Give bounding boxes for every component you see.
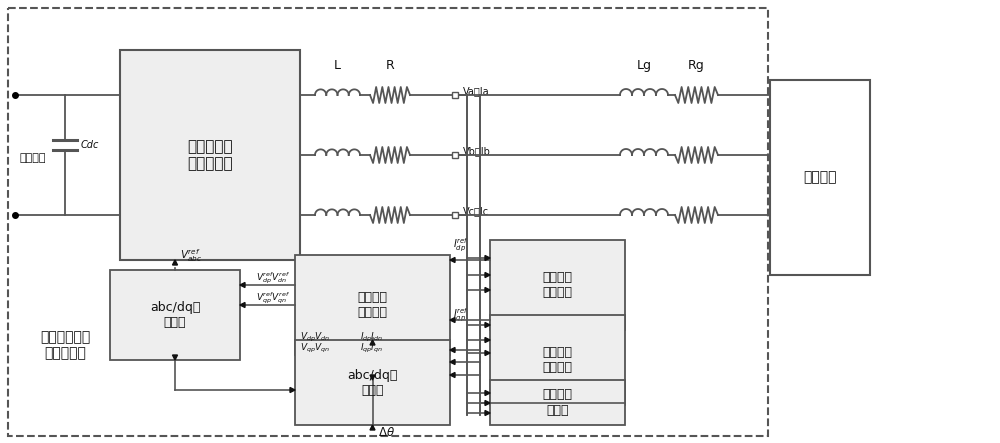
Polygon shape — [485, 288, 490, 292]
Text: 电流内环
控制模块: 电流内环 控制模块 — [358, 291, 388, 319]
Polygon shape — [485, 390, 490, 396]
Text: $I_{qp}I_{qn}$: $I_{qp}I_{qn}$ — [360, 342, 383, 354]
Text: 无功功率
控制模块: 无功功率 控制模块 — [542, 346, 572, 374]
Text: 柔性直流换流
器阻抗模型: 柔性直流换流 器阻抗模型 — [40, 330, 90, 360]
Text: 交流电网: 交流电网 — [803, 171, 837, 184]
Text: $V^{ref}_{abc}$: $V^{ref}_{abc}$ — [180, 248, 202, 264]
Text: $V^{ref}_{dp}V^{ref}_{dn}$: $V^{ref}_{dp}V^{ref}_{dn}$ — [256, 270, 290, 286]
Text: Va、Ia: Va、Ia — [463, 86, 490, 96]
Polygon shape — [173, 355, 178, 360]
Polygon shape — [450, 373, 455, 377]
FancyBboxPatch shape — [490, 240, 625, 330]
Text: $V_{qp}V_{qn}$: $V_{qp}V_{qn}$ — [300, 342, 330, 354]
Text: 直流电网: 直流电网 — [20, 153, 46, 163]
Polygon shape — [485, 411, 490, 416]
Text: abc/dq控
制模块: abc/dq控 制模块 — [347, 369, 398, 396]
Text: $V_{dp}V_{dn}$: $V_{dp}V_{dn}$ — [300, 330, 330, 344]
Polygon shape — [485, 272, 490, 277]
Polygon shape — [485, 256, 490, 260]
FancyBboxPatch shape — [490, 380, 625, 425]
FancyBboxPatch shape — [295, 255, 450, 355]
Text: abc/dq控
制模块: abc/dq控 制模块 — [150, 301, 200, 329]
Text: Vb、Ib: Vb、Ib — [463, 146, 491, 156]
Polygon shape — [450, 360, 455, 365]
Polygon shape — [173, 260, 178, 265]
Polygon shape — [450, 318, 455, 323]
Polygon shape — [290, 388, 295, 392]
Polygon shape — [240, 303, 245, 307]
Text: $I_{dp}I_{dn}$: $I_{dp}I_{dn}$ — [360, 330, 383, 344]
FancyBboxPatch shape — [770, 80, 870, 275]
Text: $I^{ref}_{qp}$: $I^{ref}_{qp}$ — [453, 306, 469, 324]
Polygon shape — [485, 400, 490, 405]
Polygon shape — [450, 347, 455, 353]
Polygon shape — [485, 350, 490, 355]
FancyBboxPatch shape — [452, 152, 458, 158]
Polygon shape — [370, 340, 375, 345]
Polygon shape — [370, 425, 375, 430]
Polygon shape — [485, 338, 490, 342]
FancyBboxPatch shape — [452, 212, 458, 218]
FancyBboxPatch shape — [452, 92, 458, 98]
Text: $I^{ref}_{dp}$: $I^{ref}_{dp}$ — [453, 236, 469, 254]
Text: R: R — [386, 59, 394, 72]
Text: Cdc: Cdc — [81, 140, 99, 150]
Polygon shape — [370, 375, 375, 380]
Polygon shape — [485, 323, 490, 327]
Text: Lg: Lg — [637, 59, 652, 72]
Text: L: L — [334, 59, 341, 72]
Text: Rg: Rg — [688, 59, 705, 72]
Text: 有功功率
控制模块: 有功功率 控制模块 — [542, 271, 572, 299]
Text: 柔性直流换
流器主电路: 柔性直流换 流器主电路 — [187, 139, 233, 171]
Text: $V^{ref}_{qp}V^{ref}_{qn}$: $V^{ref}_{qp}V^{ref}_{qn}$ — [256, 290, 290, 306]
FancyBboxPatch shape — [490, 315, 625, 405]
Polygon shape — [450, 257, 455, 263]
FancyBboxPatch shape — [295, 340, 450, 425]
FancyBboxPatch shape — [110, 270, 240, 360]
Text: Vc、Ic: Vc、Ic — [463, 206, 489, 216]
FancyBboxPatch shape — [120, 50, 300, 260]
Text: $\Delta\theta$: $\Delta\theta$ — [378, 427, 395, 439]
Text: 锁相环控
制模块: 锁相环控 制模块 — [542, 389, 572, 416]
Polygon shape — [240, 283, 245, 288]
